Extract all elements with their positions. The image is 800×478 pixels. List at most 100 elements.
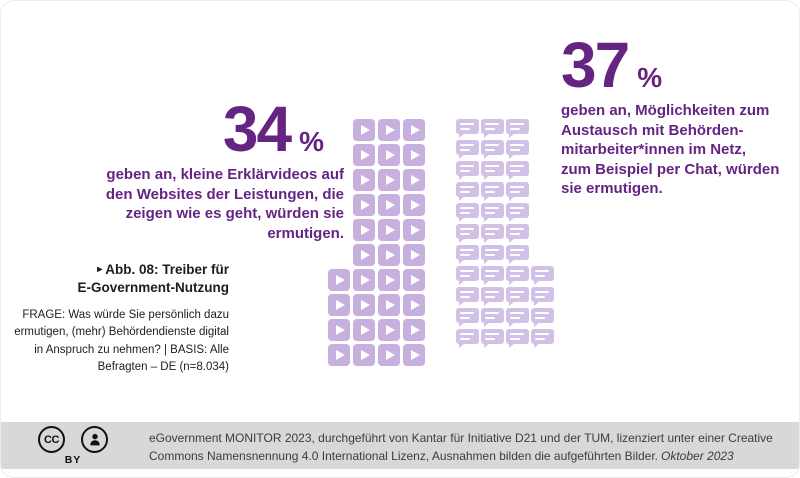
video-play-icon <box>328 269 350 291</box>
chat-bubble-icon <box>531 287 554 306</box>
pictogram-videos <box>328 119 425 366</box>
footer-bar: CC BY eGovernment MONITOR 2023, durchgef… <box>1 422 799 469</box>
chat-bubble-icon <box>531 266 554 285</box>
video-play-icon <box>378 219 400 241</box>
chat-bubble-icon <box>506 266 529 285</box>
chat-bubble-icon <box>506 287 529 306</box>
creative-commons-icon: CC <box>38 426 65 453</box>
pictogram-row <box>328 144 425 166</box>
pictogram-row <box>328 119 425 141</box>
stat-description-line: zum Beispiel per Chat, würden <box>561 160 780 178</box>
question-line: FRAGE: Was würde Sie persönlich dazu <box>22 309 229 321</box>
question-line: Befragten – DE (n=8.034) <box>97 360 229 373</box>
chat-bubble-icon <box>506 329 529 348</box>
footer-date: Oktober 2023 <box>661 449 734 463</box>
chat-bubble-icon <box>531 329 554 348</box>
pictogram-row <box>328 319 425 341</box>
pictogram-row <box>456 245 558 264</box>
video-play-icon <box>378 169 400 191</box>
chat-bubble-icon <box>481 329 504 348</box>
chat-bubble-icon <box>456 203 479 222</box>
chat-bubble-icon <box>506 308 529 327</box>
video-play-icon <box>403 319 425 341</box>
chat-bubble-icon <box>506 203 529 222</box>
chat-bubble-icon <box>456 140 479 159</box>
stat-description-videos: geben an, kleine Erklärvideos auf den We… <box>64 165 344 243</box>
stat-description-line: sie ermutigen. <box>561 180 663 197</box>
video-play-icon <box>378 344 400 366</box>
stat-description-line: ermutigen. <box>267 224 344 242</box>
pictogram-row <box>456 182 558 201</box>
chat-bubble-icon <box>481 266 504 285</box>
chat-bubble-icon <box>456 266 479 285</box>
video-play-icon <box>328 344 350 366</box>
pictogram-chat-bubbles <box>456 119 558 348</box>
percent-sign: % <box>637 62 663 93</box>
stat-number: 37 <box>561 29 630 101</box>
video-play-icon <box>353 269 375 291</box>
chat-bubble-icon <box>506 119 529 138</box>
video-play-icon <box>353 219 375 241</box>
video-play-icon <box>378 244 400 266</box>
pictogram-row <box>328 269 425 291</box>
question-line: in Anspruch zu nehmen? | BASIS: Alle <box>34 343 229 356</box>
video-play-icon <box>378 194 400 216</box>
chat-bubble-icon <box>456 287 479 306</box>
video-play-icon <box>403 344 425 366</box>
chat-bubble-icon <box>481 224 504 243</box>
chat-bubble-icon <box>456 308 479 327</box>
stat-description-chat: geben an, Möglichkeiten zum Austausch mi… <box>561 101 793 199</box>
video-play-icon <box>353 144 375 166</box>
stat-description-line: geben an, Möglichkeiten zum <box>561 102 770 119</box>
chat-bubble-icon <box>481 245 504 264</box>
stat-description-line: geben an, kleine Erklärvideos auf <box>106 166 344 183</box>
chat-bubble-icon <box>531 308 554 327</box>
pictogram-row <box>328 344 425 366</box>
chat-bubble-icon <box>506 245 529 264</box>
percent-sign: % <box>299 126 324 157</box>
video-play-icon <box>378 119 400 141</box>
video-play-icon <box>353 119 375 141</box>
chat-bubble-icon <box>481 119 504 138</box>
pictogram-row <box>456 119 558 138</box>
stat-description-line: mitarbeiter*innen im Netz, <box>561 141 747 158</box>
video-play-icon <box>353 169 375 191</box>
chat-bubble-icon <box>481 140 504 159</box>
stat-value-videos: 34% <box>64 97 344 161</box>
cc-icons: CC <box>17 426 129 453</box>
chat-bubble-icon <box>456 119 479 138</box>
pictogram-row <box>328 294 425 316</box>
video-play-icon <box>378 144 400 166</box>
stat-block-videos: 34% geben an, kleine Erklärvideos auf de… <box>64 97 344 243</box>
pictogram-row <box>456 140 558 159</box>
pictogram-row <box>328 219 425 241</box>
pictogram-row <box>456 266 558 285</box>
chat-bubble-icon <box>456 161 479 180</box>
chat-bubble-icon <box>456 245 479 264</box>
question-line: ermutigen, (mehr) Behördendienste digita… <box>14 326 229 339</box>
video-play-icon <box>403 219 425 241</box>
video-play-icon <box>403 244 425 266</box>
chat-bubble-icon <box>456 224 479 243</box>
chat-bubble-icon <box>481 182 504 201</box>
pictogram-row <box>456 308 558 327</box>
figure-caption-line: ▸ Abb. 08: Treiber für <box>97 262 229 277</box>
chat-bubble-icon <box>506 161 529 180</box>
attribution-person-icon <box>81 426 108 453</box>
stat-description-line: den Websites der Leistungen, die <box>105 185 344 203</box>
stat-description-line: Austausch mit Behörden- <box>561 121 744 139</box>
video-play-icon <box>328 294 350 316</box>
pictogram-row <box>328 194 425 216</box>
video-play-icon <box>353 194 375 216</box>
video-play-icon <box>403 194 425 216</box>
pictogram-row <box>456 329 558 348</box>
cc-license-badge: CC BY <box>17 426 129 466</box>
video-play-icon <box>378 319 400 341</box>
footer-credit: eGovernment MONITOR 2023, durchgeführt v… <box>149 431 773 463</box>
stat-number: 34 <box>222 93 292 165</box>
footer-credit-text: eGovernment MONITOR 2023, durchgeführt v… <box>149 429 787 465</box>
video-play-icon <box>353 294 375 316</box>
video-play-icon <box>403 169 425 191</box>
pictogram-row <box>456 224 558 243</box>
